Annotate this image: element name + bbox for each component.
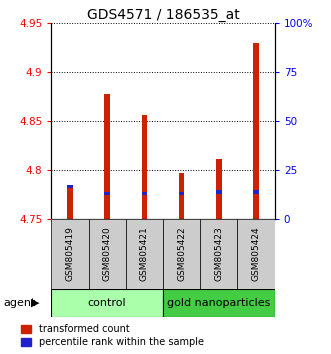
Bar — [51, 219, 88, 289]
Bar — [253, 190, 259, 194]
Bar — [179, 173, 184, 219]
Bar — [163, 289, 275, 317]
Bar — [104, 94, 110, 219]
Bar — [163, 219, 200, 289]
Bar — [253, 43, 259, 219]
Bar — [200, 219, 237, 289]
Text: GSM805422: GSM805422 — [177, 227, 186, 281]
Bar — [179, 192, 184, 195]
Legend: transformed count, percentile rank within the sample: transformed count, percentile rank withi… — [22, 325, 204, 347]
Bar — [88, 219, 126, 289]
Text: gold nanoparticles: gold nanoparticles — [167, 298, 270, 308]
Text: control: control — [88, 298, 126, 308]
Bar — [216, 159, 222, 219]
Title: GDS4571 / 186535_at: GDS4571 / 186535_at — [87, 8, 239, 22]
Bar — [126, 219, 163, 289]
Text: GSM805423: GSM805423 — [214, 227, 223, 281]
Bar — [142, 192, 147, 195]
Text: GSM805420: GSM805420 — [103, 227, 112, 281]
Bar — [142, 115, 147, 219]
Bar — [67, 185, 73, 219]
Bar — [51, 289, 163, 317]
Text: agent: agent — [3, 298, 36, 308]
Text: GSM805424: GSM805424 — [252, 227, 260, 281]
Bar — [216, 190, 222, 194]
Bar — [237, 219, 275, 289]
Text: ▶: ▶ — [31, 298, 39, 308]
Text: GSM805419: GSM805419 — [66, 227, 74, 281]
Text: GSM805421: GSM805421 — [140, 227, 149, 281]
Bar — [104, 192, 110, 195]
Bar — [67, 185, 73, 188]
